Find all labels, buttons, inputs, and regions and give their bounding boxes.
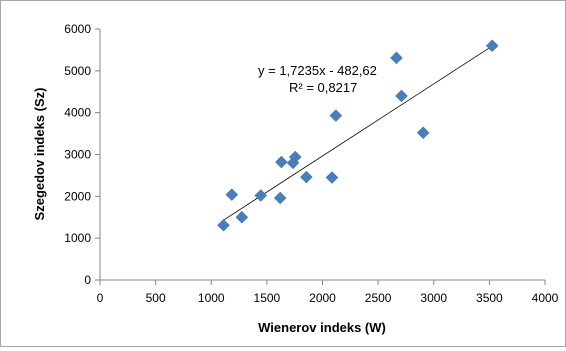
data-point [254, 189, 268, 202]
x-tick-label: 2500 [365, 291, 392, 305]
y-axis: 0 1000 2000 3000 4000 5000 6000 [64, 22, 101, 287]
x-tick-label: 0 [97, 291, 104, 305]
data-point [235, 210, 249, 224]
r-squared-label: R² = 0,8217 [289, 80, 357, 95]
x-tick-label: 500 [146, 291, 166, 305]
y-tick-label: 2000 [64, 189, 91, 203]
data-point [300, 170, 313, 184]
y-tick-label: 1000 [64, 231, 91, 245]
x-tick-label: 1000 [198, 291, 225, 305]
y-tick-label: 4000 [64, 106, 91, 120]
trendline-equation: y = 1,7235x - 482,62 [258, 63, 377, 78]
x-tick-label: 3000 [420, 291, 447, 305]
y-axis-title: Szegedov indeks (Sz) [32, 88, 47, 221]
data-point [274, 155, 288, 169]
x-tick-label: 4000 [532, 291, 559, 305]
data-point [416, 126, 430, 140]
y-tick-label: 6000 [64, 22, 91, 36]
data-point [217, 218, 230, 232]
data-point [273, 191, 287, 205]
y-tick-label: 0 [84, 273, 91, 287]
scatter-chart: 0 1000 2000 3000 4000 5000 6000 0 500 1000 1500 20… [32, 22, 559, 335]
data-point [390, 51, 403, 65]
x-tick-label: 1500 [254, 291, 281, 305]
trendline [223, 45, 493, 221]
data-points [217, 39, 499, 232]
data-point [325, 171, 339, 184]
x-axis-title: Wienerov indeks (W) [258, 320, 386, 335]
y-tick-label: 3000 [64, 148, 91, 162]
y-tick-label: 5000 [64, 64, 91, 78]
x-tick-label: 3500 [476, 291, 503, 305]
data-point [395, 89, 408, 103]
data-point [485, 39, 499, 53]
x-tick-label: 2000 [309, 291, 336, 305]
x-axis: 0 500 1000 1500 2000 2500 3000 3500 4000 [97, 279, 559, 305]
data-point [225, 188, 239, 202]
data-point [288, 150, 302, 164]
data-point [329, 109, 343, 122]
